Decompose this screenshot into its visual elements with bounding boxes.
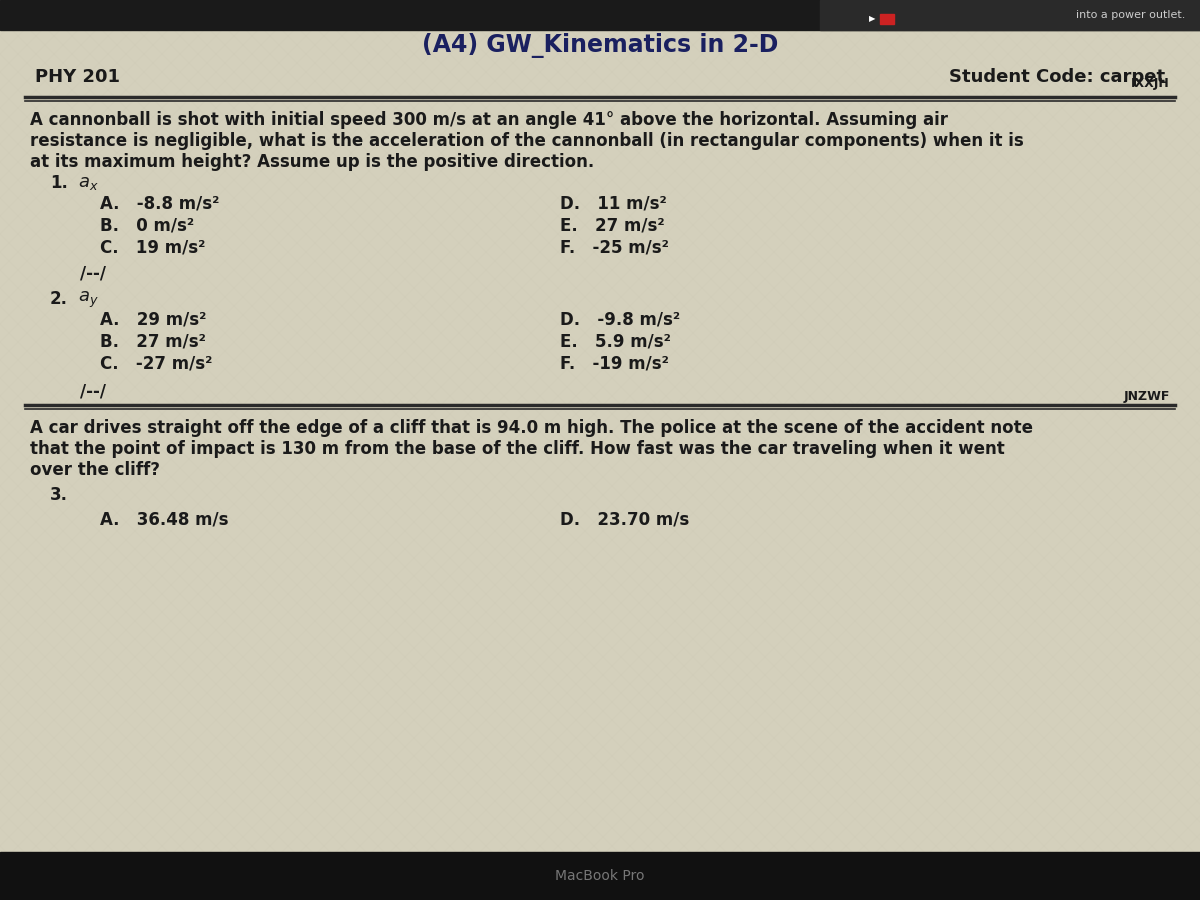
Text: into a power outlet.: into a power outlet. bbox=[1075, 10, 1186, 20]
Bar bbox=[820, 0, 1200, 30]
Text: A cannonball is shot with initial speed 300 m/s at an angle 41° above the horizo: A cannonball is shot with initial speed … bbox=[30, 111, 948, 129]
Text: at its maximum height? Assume up is the positive direction.: at its maximum height? Assume up is the … bbox=[30, 153, 594, 171]
Text: A.   -8.8 m/s²: A. -8.8 m/s² bbox=[100, 194, 220, 212]
Text: D.   -9.8 m/s²: D. -9.8 m/s² bbox=[560, 310, 680, 328]
Text: IXXJH: IXXJH bbox=[1132, 77, 1170, 90]
Text: over the cliff?: over the cliff? bbox=[30, 461, 160, 479]
Text: D.   11 m/s²: D. 11 m/s² bbox=[560, 194, 667, 212]
Text: 2.: 2. bbox=[50, 290, 68, 308]
Text: PHY 201: PHY 201 bbox=[35, 68, 120, 86]
Text: resistance is negligible, what is the acceleration of the cannonball (in rectang: resistance is negligible, what is the ac… bbox=[30, 132, 1024, 150]
Text: A car drives straight off the edge of a cliff that is 94.0 m high. The police at: A car drives straight off the edge of a … bbox=[30, 419, 1033, 437]
Text: 1.: 1. bbox=[50, 174, 68, 192]
Text: JNZWF: JNZWF bbox=[1123, 390, 1170, 403]
Text: /--/: /--/ bbox=[80, 264, 106, 282]
Text: 3.: 3. bbox=[50, 486, 68, 504]
Text: $a_y$: $a_y$ bbox=[78, 290, 98, 310]
Text: $a_x$: $a_x$ bbox=[78, 174, 98, 192]
Text: F.   -19 m/s²: F. -19 m/s² bbox=[560, 354, 668, 372]
Text: MacBook Pro: MacBook Pro bbox=[556, 869, 644, 883]
Text: (A4) GW_Kinematics in 2-D: (A4) GW_Kinematics in 2-D bbox=[422, 32, 778, 58]
Text: B.   27 m/s²: B. 27 m/s² bbox=[100, 332, 206, 350]
Text: F.   -25 m/s²: F. -25 m/s² bbox=[560, 238, 668, 256]
Bar bbox=[0, 852, 1200, 900]
Text: Student Code: carpet: Student Code: carpet bbox=[949, 68, 1165, 86]
Text: that the point of impact is 130 m from the base of the cliff. How fast was the c: that the point of impact is 130 m from t… bbox=[30, 440, 1004, 458]
Text: E.   5.9 m/s²: E. 5.9 m/s² bbox=[560, 332, 671, 350]
Text: C.   -27 m/s²: C. -27 m/s² bbox=[100, 354, 212, 372]
Text: A.   36.48 m/s: A. 36.48 m/s bbox=[100, 510, 228, 528]
Text: E.   27 m/s²: E. 27 m/s² bbox=[560, 216, 665, 234]
Bar bbox=[880, 14, 894, 24]
Text: C.   19 m/s²: C. 19 m/s² bbox=[100, 238, 205, 256]
Text: /--/: /--/ bbox=[80, 383, 106, 401]
Text: ▶: ▶ bbox=[869, 14, 875, 23]
Bar bbox=[0, 0, 1200, 30]
Text: D.   23.70 m/s: D. 23.70 m/s bbox=[560, 510, 689, 528]
Text: A.   29 m/s²: A. 29 m/s² bbox=[100, 310, 206, 328]
Text: B.   0 m/s²: B. 0 m/s² bbox=[100, 216, 194, 234]
